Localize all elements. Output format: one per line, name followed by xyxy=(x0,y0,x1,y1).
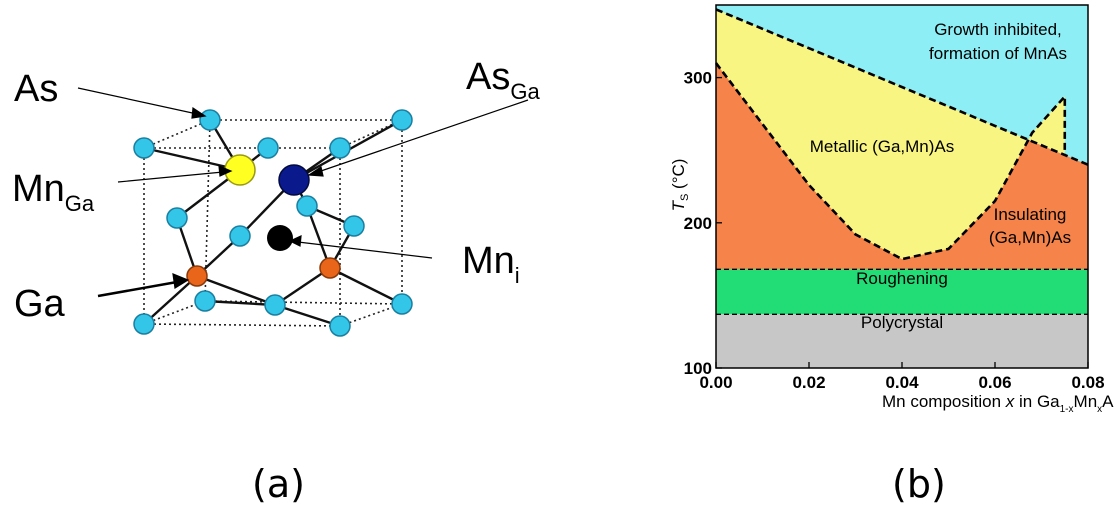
panel-a: As AsGa MnGa Mni Ga (a) xyxy=(12,56,540,506)
region-metallic xyxy=(716,9,1065,260)
region-label-roughening: Roughening xyxy=(856,269,948,288)
label-as-ga: AsGa xyxy=(466,56,540,104)
region-polycrystal xyxy=(716,314,1088,368)
as-atom xyxy=(329,137,351,159)
y-tick-label: 200 xyxy=(684,214,712,233)
as-atoms xyxy=(133,109,413,337)
label-ga: Ga xyxy=(14,283,65,325)
boundary-mnas-line xyxy=(715,8,1089,166)
phase-boundaries xyxy=(714,8,1089,315)
region-label-insulating-line2: (Ga,Mn)As xyxy=(989,228,1071,247)
pointer-arrows xyxy=(77,87,529,298)
boundary-metallic-dome xyxy=(714,62,1067,261)
region-label-growth-line1: Growth inhibited, xyxy=(934,20,1062,39)
y-axis-label: TS (°C) xyxy=(669,159,691,212)
zincblende-structure-diagram xyxy=(77,87,529,337)
x-tick-label: 0.02 xyxy=(792,373,825,392)
label-as: As xyxy=(14,68,59,110)
mn-i-atom xyxy=(267,225,293,251)
caption-b: (b) xyxy=(892,462,946,506)
x-tick-label: 0.04 xyxy=(885,373,919,392)
x-tick-label: 0.06 xyxy=(978,373,1011,392)
chart-axes: 0.00 0.02 0.04 0.06 0.08 100 200 300 xyxy=(684,4,1105,392)
region-label-polycrystal: Polycrystal xyxy=(861,313,943,332)
as-atom xyxy=(264,294,286,316)
panel-b: 0.00 0.02 0.04 0.06 0.08 100 200 300 Growth inh… xyxy=(600,0,1114,524)
as-atom xyxy=(133,137,155,159)
label-mn-i: Mni xyxy=(462,240,520,288)
phase-diagram-chart: 0.00 0.02 0.04 0.06 0.08 100 200 300 Growth inh… xyxy=(669,4,1114,415)
as-atom xyxy=(296,195,318,217)
caption-a: (a) xyxy=(252,462,305,506)
as-atom xyxy=(257,137,279,159)
region-label-growth-line2: formation of MnAs xyxy=(929,44,1067,63)
as-atom xyxy=(329,315,351,337)
y-tick-label: 100 xyxy=(684,359,712,378)
ga-atom xyxy=(186,265,208,287)
as-atom xyxy=(391,293,413,315)
as-atom xyxy=(391,109,413,131)
x-tick-label: 0.00 xyxy=(699,373,732,392)
x-tick-label: 0.08 xyxy=(1071,373,1104,392)
as-atom xyxy=(194,290,216,312)
ga-atom xyxy=(319,257,341,279)
region-label-metallic: Metallic (Ga,Mn)As xyxy=(810,137,955,156)
y-tick-label: 300 xyxy=(684,69,712,88)
label-mn-ga: MnGa xyxy=(12,168,95,216)
as-atom xyxy=(199,109,221,131)
as-atom xyxy=(229,225,251,247)
as-ga-atom xyxy=(278,164,310,196)
as-atom xyxy=(166,207,188,229)
region-roughening xyxy=(716,269,1088,315)
region-label-insulating-line1: Insulating xyxy=(994,205,1067,224)
as-atom xyxy=(343,215,365,237)
x-axis-label: Mn composition x in Ga1-xMnxAs xyxy=(882,392,1114,415)
as-atom xyxy=(133,313,155,335)
